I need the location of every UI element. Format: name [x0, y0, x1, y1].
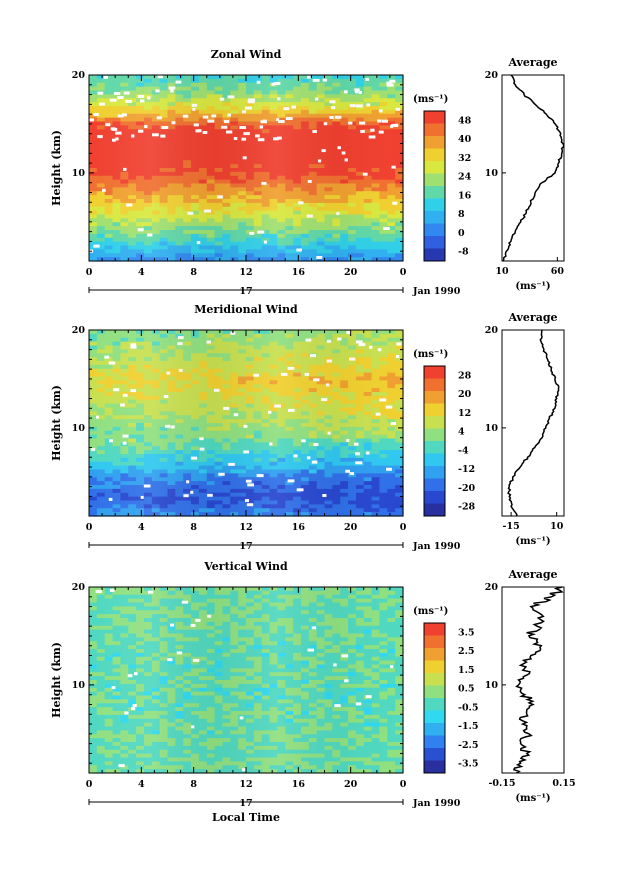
day-label: 17: [239, 286, 252, 297]
colorbar-swatch: [424, 466, 445, 479]
y-tick-label: 20: [72, 70, 86, 81]
x-tick-label: 16: [292, 267, 306, 278]
x-tick-label: 16: [292, 522, 306, 533]
colorbar-tick-label: 28: [458, 370, 472, 381]
colorbar-tick-label: 24: [458, 172, 472, 183]
x-tick-label: 0: [400, 267, 407, 278]
colorbar-tick-label: -28: [458, 502, 476, 513]
day-label: 17: [239, 541, 252, 552]
x-tick-label: 20: [344, 522, 358, 533]
y-tick-label: 10: [72, 423, 86, 434]
average-profile-line: [507, 329, 560, 517]
colorbar-tick-label: 16: [458, 190, 472, 201]
colorbar-swatch: [424, 366, 445, 379]
average-frame: [501, 74, 565, 262]
panel-title: Meridional Wind: [194, 303, 298, 316]
x-tick-label: 0: [86, 267, 93, 278]
heatmap-texture: [89, 330, 403, 516]
colorbar-swatch: [424, 503, 445, 517]
average-frame: [501, 329, 565, 517]
colorbar-tick-label: -20: [458, 483, 476, 494]
day-bar-ends: [88, 542, 404, 548]
x-tick-label: 12: [239, 267, 252, 278]
average-profile-line: [502, 74, 565, 262]
colorbar-unit: (ms⁻¹): [413, 94, 448, 105]
colorbar-swatch: [424, 236, 445, 249]
colorbar-swatch: [424, 211, 445, 224]
colorbar-tick-label: 20: [458, 389, 472, 400]
colorbar-swatch: [424, 173, 445, 187]
x-tick-label: 0: [400, 522, 407, 533]
day-bar-ends: [88, 287, 404, 293]
colorbar-tick-label: 32: [458, 153, 471, 164]
colorbar-tick-label: -12: [458, 464, 475, 475]
x-tick-label: 20: [344, 267, 358, 278]
colorbar-swatch: [424, 378, 445, 392]
y-axis-label: Height (km): [50, 385, 63, 461]
panel-title: Vertical Wind: [203, 560, 288, 573]
colorbar-swatch: [424, 491, 445, 504]
avg-x-tick-label: 10: [550, 521, 564, 532]
colorbar-unit: (ms⁻¹): [413, 349, 448, 360]
colorbar-swatch: [424, 416, 445, 429]
x-tick-label: 12: [239, 522, 252, 533]
average-unit: (ms⁻¹): [515, 281, 550, 292]
x-tick-label: 4: [138, 522, 145, 533]
colorbar-swatch: [424, 391, 445, 404]
date-label: Jan 1990: [412, 541, 461, 552]
colorbar-swatch: [424, 223, 445, 237]
panel-title: Zonal Wind: [211, 48, 282, 61]
colorbar-tick-label: 40: [458, 134, 472, 145]
colorbar-frame: [423, 365, 446, 517]
avg-x-tick-label: 10: [495, 266, 509, 277]
colorbar-tick-label: -8: [458, 247, 469, 258]
x-tick-label: 8: [190, 522, 197, 533]
avg-y-tick-label: 20: [485, 70, 499, 81]
colorbar-frame: [423, 110, 446, 262]
avg-y-tick-label: 10: [485, 168, 499, 179]
colorbar-tick-label: 4: [458, 427, 465, 438]
colorbar-swatch: [424, 478, 445, 492]
average-title: Average: [507, 56, 557, 69]
y-tick-label: 10: [72, 168, 86, 179]
x-tick-label: 8: [190, 267, 197, 278]
colorbar-swatch: [424, 441, 445, 454]
colorbar-swatch: [424, 186, 445, 199]
average-unit: (ms⁻¹): [515, 536, 550, 547]
x-tick-label: 0: [86, 522, 93, 533]
date-label: Jan 1990: [412, 286, 461, 297]
colorbar-swatch: [424, 123, 445, 137]
colorbar-tick-label: 8: [458, 209, 465, 220]
colorbar-swatch: [424, 198, 445, 212]
colorbar-tick-label: 12: [458, 408, 471, 419]
average-title: Average: [507, 311, 557, 324]
y-axis-label: Height (km): [50, 130, 63, 206]
colorbar-swatch: [424, 453, 445, 467]
colorbar-swatch: [424, 248, 445, 262]
heatmap-texture: [89, 75, 403, 261]
colorbar-swatch: [424, 136, 445, 149]
colorbar-swatch: [424, 428, 445, 442]
colorbar-swatch: [424, 403, 445, 417]
avg-y-tick-label: 10: [485, 423, 499, 434]
x-tick-label: 4: [138, 267, 145, 278]
avg-y-tick-label: 20: [485, 325, 499, 336]
colorbar-swatch: [424, 161, 445, 174]
y-tick-label: 20: [72, 325, 86, 336]
colorbar-tick-label: 48: [458, 115, 472, 126]
panel-1: Meridional Wind 10 20 Height (km) 0 4 8 12 16 20 0…: [50, 303, 565, 552]
avg-x-tick-label: 60: [551, 266, 565, 277]
colorbar-swatch: [424, 148, 445, 162]
avg-x-tick-label: -15: [503, 521, 520, 532]
colorbar-swatch: [424, 111, 445, 124]
colorbar-tick-label: 0: [458, 228, 465, 239]
colorbar-tick-label: -4: [458, 445, 469, 456]
